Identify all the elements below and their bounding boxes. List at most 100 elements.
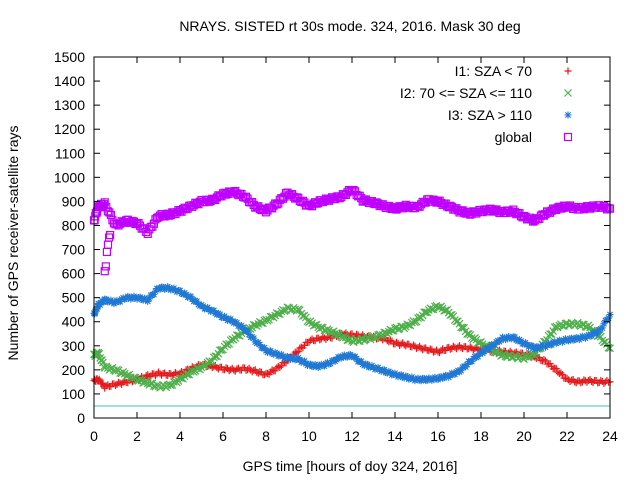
data-point (385, 338, 393, 346)
data-point (511, 333, 519, 341)
data-point (103, 240, 113, 249)
y-tick-label: 1100 (55, 145, 85, 161)
data-point (210, 306, 218, 314)
data-point (106, 230, 115, 240)
data-point (388, 371, 396, 379)
x-tick-label: 6 (219, 428, 227, 444)
data-point (239, 324, 247, 332)
data-point (187, 292, 195, 300)
data-point (414, 344, 422, 352)
data-point (327, 360, 334, 368)
data-point (170, 284, 178, 292)
data-point (600, 320, 608, 328)
global-outlier-points (100, 230, 115, 276)
data-point (440, 374, 448, 382)
y-tick-label: 600 (62, 266, 86, 282)
data-point (182, 291, 190, 299)
x-tick-label: 20 (516, 428, 532, 444)
data-point (386, 369, 394, 377)
data-point (176, 287, 184, 295)
x-tick-label: 12 (344, 428, 360, 444)
data-point (432, 375, 440, 383)
data-point (542, 357, 549, 365)
x-tick-label: 16 (430, 428, 446, 444)
x-tick-label: 14 (387, 428, 403, 444)
data-point (457, 344, 465, 352)
data-point (254, 369, 262, 377)
legend-label: I2: 70 <= SZA <= 110 (400, 85, 532, 101)
y-tick-label: 0 (77, 410, 85, 426)
data-point (188, 295, 196, 303)
data-point (216, 310, 224, 318)
data-point (549, 338, 557, 346)
data-point (297, 343, 305, 351)
data-point (439, 374, 447, 382)
data-point (531, 345, 539, 353)
data-point (210, 363, 218, 371)
data-point (307, 360, 315, 368)
data-point (320, 362, 328, 370)
legend-marker (564, 111, 572, 119)
data-point (468, 358, 476, 366)
data-point (199, 302, 207, 310)
data-point (474, 353, 482, 361)
data-point (178, 290, 186, 298)
data-point (480, 348, 488, 356)
y-tick-label: 500 (62, 290, 86, 306)
data-point (572, 333, 580, 341)
data-point (463, 361, 471, 369)
data-point (268, 350, 276, 358)
data-point (276, 363, 284, 371)
data-point (454, 343, 462, 351)
x-tick-label: 18 (473, 428, 489, 444)
y-tick-label: 1500 (54, 49, 85, 65)
data-point (363, 360, 371, 368)
data-point (350, 353, 358, 361)
data-point (191, 297, 199, 305)
data-point (151, 287, 159, 295)
data-point (353, 355, 361, 363)
legend-marker (563, 132, 573, 142)
data-point (446, 345, 454, 353)
x-axis-title: GPS time [hours of doy 324, 2016] (243, 458, 458, 474)
data-point (397, 371, 405, 379)
data-point (353, 330, 361, 338)
data-point (319, 361, 327, 369)
data-point (604, 314, 612, 322)
y-tick-label: 1200 (54, 121, 85, 137)
data-point (227, 315, 235, 323)
data-point (457, 367, 465, 375)
data-point (293, 349, 301, 357)
data-point (100, 198, 109, 207)
data-point (351, 352, 359, 360)
data-point (93, 305, 101, 313)
data-point (491, 341, 499, 349)
data-point (294, 348, 302, 356)
data-point (393, 338, 401, 346)
y-tick-label: 400 (62, 314, 86, 330)
y-tick-label: 1300 (54, 97, 85, 113)
data-point (264, 370, 272, 378)
series-layer (89, 185, 615, 392)
y-tick-label: 1000 (54, 169, 85, 185)
y-tick-label: 1400 (54, 73, 85, 89)
data-point (96, 301, 104, 309)
data-point (483, 345, 491, 353)
plot-border (93, 56, 611, 419)
data-point (185, 293, 193, 301)
y-tick-label: 700 (62, 242, 86, 258)
data-point (554, 368, 562, 376)
legend-label: I3: SZA > 110 (448, 107, 532, 123)
y-tick-label: 900 (62, 193, 86, 209)
data-point (588, 378, 596, 386)
x-tick-label: 22 (559, 428, 575, 444)
y-tick-label: 100 (62, 386, 86, 402)
y-tick-label: 800 (62, 217, 86, 233)
y-axis-title: Number of GPS receiver-satellite rays (5, 126, 21, 361)
data-point (97, 299, 105, 307)
data-point (426, 345, 434, 353)
data-point (399, 373, 407, 381)
data-point (451, 371, 459, 379)
data-point (141, 294, 149, 302)
